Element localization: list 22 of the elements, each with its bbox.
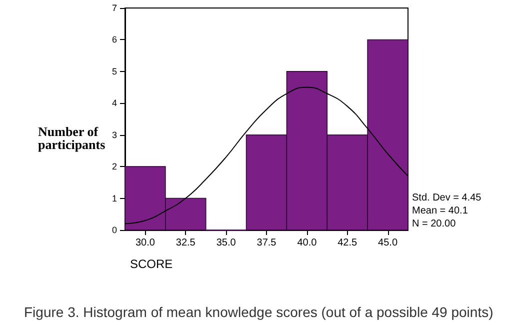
y-tick-label: 6 [112,34,117,45]
y-tick-label: 1 [112,193,117,204]
y-tick-label: 4 [112,98,117,108]
text: N = 20.00 [412,218,456,230]
text: Figure 3. Histogram of mean knowledge scores (out of a possible 49 points) [24,304,494,320]
text: Mean = 40.1 [412,206,468,216]
y-axis-title: Number of participants [38,124,106,152]
y-tick-label: 2 [112,162,117,172]
x-tick-label: 30.0 [135,238,156,248]
x-tick-label: 37.5 [256,238,277,248]
x-axis-title: SCORE [130,257,173,271]
y-tick-label: 7 [112,3,117,13]
x-tick-label: 35.0 [216,238,236,248]
text: Std. Dev = 4.45 [412,192,482,204]
x-tick-label: 32.5 [176,238,196,248]
y-tick-label: 0 [112,225,117,235]
line-series [124,86,408,224]
x-tick-label: 42.5 [338,238,358,248]
x-tick-label: 40.0 [297,238,318,248]
y-tick-label: 5 [112,66,117,76]
y-tick-label: 3 [112,130,117,140]
x-tick-label: 45.0 [378,238,398,248]
